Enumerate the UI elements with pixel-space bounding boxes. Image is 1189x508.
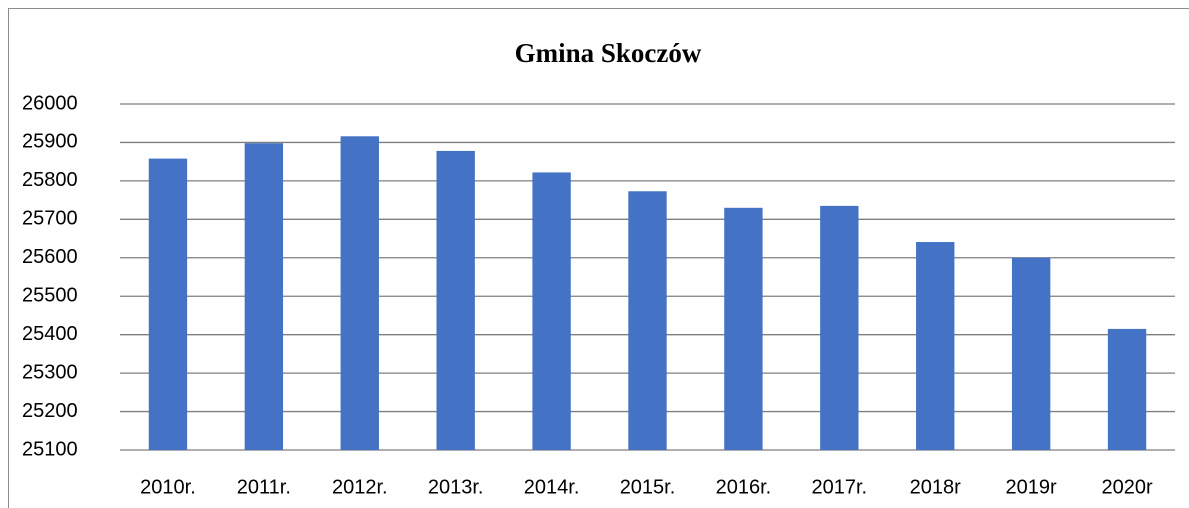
- x-tick-label: 2010r.: [140, 476, 196, 498]
- x-tick-label: 2016r.: [716, 476, 772, 498]
- y-tick-label: 25800: [22, 169, 78, 191]
- x-tick-label: 2011r.: [237, 476, 291, 498]
- bar: [148, 158, 188, 450]
- x-tick-label: 2018r: [910, 476, 961, 498]
- x-tick-label: 2017r.: [812, 476, 868, 498]
- bar: [820, 205, 859, 450]
- y-tick-label: 25700: [22, 208, 78, 230]
- y-tick-label: 25400: [22, 323, 78, 345]
- x-tick-label: 2013r.: [428, 476, 484, 498]
- x-tick-label: 2019r: [1006, 476, 1057, 498]
- bar: [724, 207, 763, 450]
- bar: [1107, 328, 1147, 450]
- y-tick-label: 25200: [22, 400, 78, 422]
- y-tick-label: 25300: [22, 361, 78, 383]
- y-tick-label: 25500: [22, 285, 78, 307]
- x-tick-label: 2012r.: [332, 476, 388, 498]
- bar: [532, 172, 571, 451]
- bar: [436, 150, 475, 450]
- bar: [916, 242, 955, 450]
- x-tick-label: 2020r: [1101, 476, 1152, 498]
- y-tick-label: 26000: [22, 92, 78, 114]
- bar: [340, 136, 379, 450]
- x-tick-label: 2014r.: [524, 476, 580, 498]
- x-tick-label: 2015r.: [620, 476, 676, 498]
- y-tick-label: 25900: [22, 131, 78, 153]
- y-tick-label: 25600: [22, 246, 78, 268]
- chart-title: Gmina Skoczów: [515, 38, 702, 68]
- y-tick-label: 25100: [22, 438, 78, 460]
- chart-frame: [8, 8, 1189, 508]
- bar: [1011, 257, 1051, 450]
- bar: [628, 191, 667, 450]
- bar: [244, 143, 284, 451]
